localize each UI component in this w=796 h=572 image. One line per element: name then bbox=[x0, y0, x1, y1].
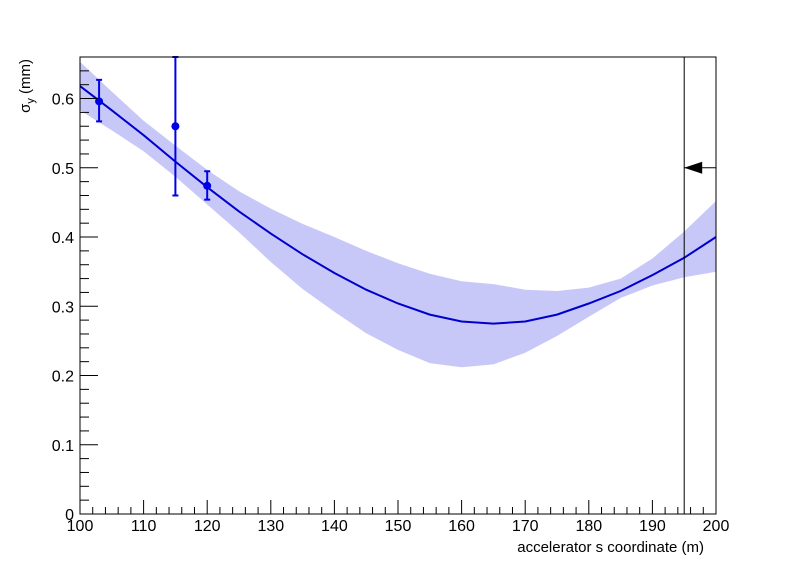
fit-curve bbox=[79, 85, 717, 325]
x-tick-label: 120 bbox=[194, 518, 221, 535]
x-tick-label: 180 bbox=[575, 518, 602, 535]
x-tick-label: 150 bbox=[385, 518, 412, 535]
y-axis-label-unit: (mm) bbox=[17, 59, 34, 98]
y-tick-label: 0.3 bbox=[52, 299, 74, 316]
data-point-2 bbox=[171, 122, 180, 131]
confidence-band bbox=[80, 61, 716, 368]
y-tick-label: 0.1 bbox=[52, 438, 74, 455]
x-tick-label: 170 bbox=[512, 518, 539, 535]
y-axis-label-subscript: y bbox=[25, 98, 37, 104]
x-tick-label: 110 bbox=[131, 518, 157, 535]
data-point-1 bbox=[95, 97, 104, 106]
x-tick-label: 200 bbox=[703, 518, 730, 535]
confidence-band-layer bbox=[80, 61, 716, 368]
x-tick-label: 160 bbox=[448, 518, 475, 535]
marker-layer bbox=[683, 57, 716, 514]
x-axis-label: accelerator s coordinate (m) bbox=[517, 539, 704, 556]
x-tick-label: 130 bbox=[257, 518, 284, 535]
x-axis-ticks: 100 110 120 130 140 150 160 170 180 190 200 bbox=[67, 500, 730, 535]
arrow-head bbox=[684, 161, 703, 174]
y-axis-label-symbol: σ bbox=[17, 103, 34, 113]
data-point-3 bbox=[203, 181, 212, 190]
data-points-layer bbox=[95, 56, 212, 201]
x-tick-label: 100 bbox=[67, 518, 94, 535]
x-tick-label: 190 bbox=[639, 518, 666, 535]
y-axis-label: σy (mm) bbox=[17, 59, 37, 113]
x-tick-label: 140 bbox=[321, 518, 348, 535]
y-axis-ticks: 0 0.1 0.2 0.3 0.4 0.5 0.6 bbox=[52, 56, 98, 524]
fit-curve-layer bbox=[79, 85, 717, 325]
y-tick-label: 0.4 bbox=[52, 230, 74, 247]
y-tick-label: 0 bbox=[65, 507, 74, 524]
y-tick-label: 0.5 bbox=[52, 161, 74, 178]
y-tick-label: 0.2 bbox=[52, 369, 74, 386]
y-tick-label: 0.6 bbox=[52, 92, 74, 109]
